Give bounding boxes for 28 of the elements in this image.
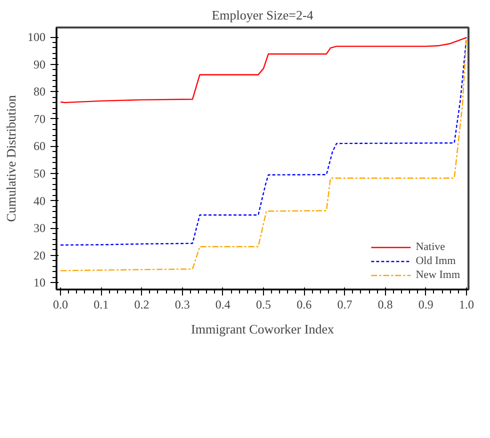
y-tick-label: 80 — [34, 84, 46, 99]
y-axis-title: Cumulative Distribution — [4, 94, 18, 222]
y-tick-label: 90 — [34, 57, 46, 72]
x-axis-title: Immigrant Coworker Index — [191, 322, 334, 336]
chart-title: Employer Size=2-4 — [212, 8, 314, 22]
y-tick-label: 70 — [34, 112, 46, 126]
x-tick-label: 1.0 — [458, 298, 474, 312]
x-tick-label: 0.9 — [418, 298, 434, 312]
x-tick-label: 0.8 — [378, 298, 393, 312]
legend-label: Old Imm — [416, 255, 456, 267]
y-tick-label: 10 — [34, 276, 46, 290]
y-tick-label: 100 — [28, 30, 46, 44]
legend-label: New Imm — [416, 269, 460, 281]
y-tick-label: 50 — [34, 166, 46, 181]
x-tick-label: 0.7 — [337, 298, 352, 312]
y-tick-label: 30 — [34, 221, 46, 236]
line-series — [60, 37, 468, 104]
x-tick-label: 0.4 — [215, 298, 230, 312]
x-tick-label: 0.6 — [296, 298, 312, 312]
y-tick-label: 40 — [34, 194, 46, 208]
x-tick-label: 0.0 — [53, 298, 68, 312]
legend-label: Native — [416, 241, 446, 253]
y-tick-label: 20 — [34, 248, 46, 262]
x-tick-label: 0.5 — [256, 298, 272, 312]
x-tick-label: 0.2 — [134, 298, 150, 312]
x-tick-label: 0.3 — [174, 298, 190, 312]
y-tick-label: 60 — [34, 139, 46, 154]
x-tick-label: 0.1 — [94, 298, 109, 312]
